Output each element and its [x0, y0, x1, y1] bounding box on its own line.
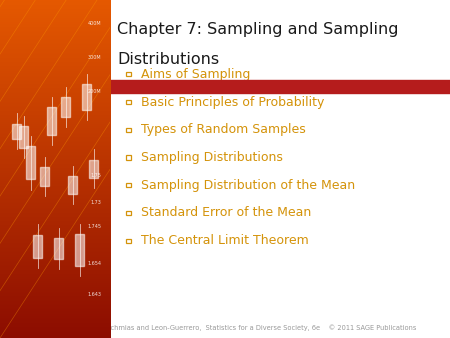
- Bar: [126, 183, 131, 187]
- Bar: [110, 80, 450, 93]
- Bar: [61, 97, 70, 117]
- Text: Distributions: Distributions: [117, 52, 219, 67]
- Bar: [75, 234, 84, 266]
- Bar: [126, 155, 131, 160]
- Text: 1.643: 1.643: [87, 292, 101, 296]
- Bar: [89, 160, 98, 178]
- Bar: [126, 211, 131, 215]
- Text: Sampling Distributions: Sampling Distributions: [141, 151, 283, 164]
- Text: Types of Random Samples: Types of Random Samples: [141, 123, 306, 136]
- Text: 200M: 200M: [88, 89, 101, 94]
- Text: Frankfort-Nachmias and Leon-Guerrero,  Statistics for a Diverse Society, 6e    ©: Frankfort-Nachmias and Leon-Guerrero, St…: [69, 324, 417, 331]
- Bar: [47, 107, 56, 135]
- Text: 400M: 400M: [88, 21, 101, 26]
- Text: The Central Limit Theorem: The Central Limit Theorem: [141, 234, 309, 247]
- Bar: [126, 100, 131, 104]
- Text: Chapter 7: Sampling and Sampling: Chapter 7: Sampling and Sampling: [117, 22, 399, 37]
- Bar: [26, 146, 35, 179]
- Text: Standard Error of the Mean: Standard Error of the Mean: [141, 207, 311, 219]
- Bar: [126, 239, 131, 243]
- Bar: [126, 128, 131, 132]
- Text: 1.654: 1.654: [87, 261, 101, 266]
- Bar: [126, 72, 131, 76]
- Text: Sampling Distribution of the Mean: Sampling Distribution of the Mean: [141, 179, 356, 192]
- Text: 1.73: 1.73: [90, 200, 101, 205]
- Text: 300M: 300M: [88, 55, 101, 60]
- Text: 1.75: 1.75: [90, 173, 101, 178]
- Bar: [19, 126, 28, 148]
- Bar: [68, 176, 77, 194]
- Text: Basic Principles of Probability: Basic Principles of Probability: [141, 96, 325, 108]
- Bar: [40, 167, 49, 186]
- Text: 1.745: 1.745: [87, 224, 101, 229]
- Bar: [33, 235, 42, 258]
- Bar: [82, 84, 91, 110]
- Bar: [54, 238, 63, 259]
- Text: Aims of Sampling: Aims of Sampling: [141, 68, 251, 81]
- Bar: [12, 123, 21, 139]
